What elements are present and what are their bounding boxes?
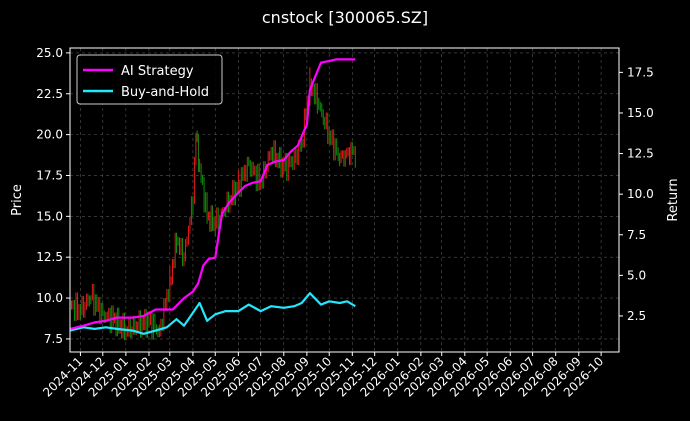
series-line-ai-strategy <box>69 58 356 330</box>
chart-title: cnstock [300065.SZ] <box>262 8 428 27</box>
right-tick-label: 5.0 <box>627 268 646 282</box>
series-line-buy-and-hold <box>69 292 356 335</box>
right-tick-label: 7.5 <box>627 228 646 242</box>
right-tick-label: 2.5 <box>627 309 646 323</box>
left-tick-label: 7.5 <box>44 332 63 346</box>
left-tick-label: 10.0 <box>36 291 63 305</box>
legend-label-ai-strategy: AI Strategy <box>121 64 194 79</box>
right-tick-label: 15.0 <box>627 106 654 120</box>
left-axis-ticks: 7.5 10.0 12.5 15.0 17.5 20.0 22.5 25.0 <box>36 46 70 346</box>
right-tick-label: 10.0 <box>627 187 654 201</box>
legend: AI Strategy Buy-and-Hold <box>76 54 223 105</box>
left-tick-label: 22.5 <box>36 87 63 101</box>
left-axis-label: Price <box>10 184 25 216</box>
plot-border <box>69 47 620 353</box>
left-tick-label: 12.5 <box>36 250 63 264</box>
right-axis-label: Return <box>666 178 681 221</box>
legend-label-buy-and-hold: Buy-and-Hold <box>121 85 209 100</box>
left-tick-label: 17.5 <box>36 168 63 182</box>
right-tick-label: 17.5 <box>627 65 654 79</box>
right-tick-label: 12.5 <box>627 147 654 161</box>
series-lines <box>69 58 356 335</box>
left-tick-label: 25.0 <box>36 46 63 60</box>
left-tick-label: 15.0 <box>36 209 63 223</box>
right-axis-ticks: 2.5 5.0 7.5 10.0 12.5 15.0 17.5 <box>619 65 654 323</box>
left-tick-label: 20.0 <box>36 128 63 142</box>
x-axis-ticks: 2024-112024-122025-012025-022025-032025-… <box>40 352 606 400</box>
legend-box <box>76 54 223 105</box>
